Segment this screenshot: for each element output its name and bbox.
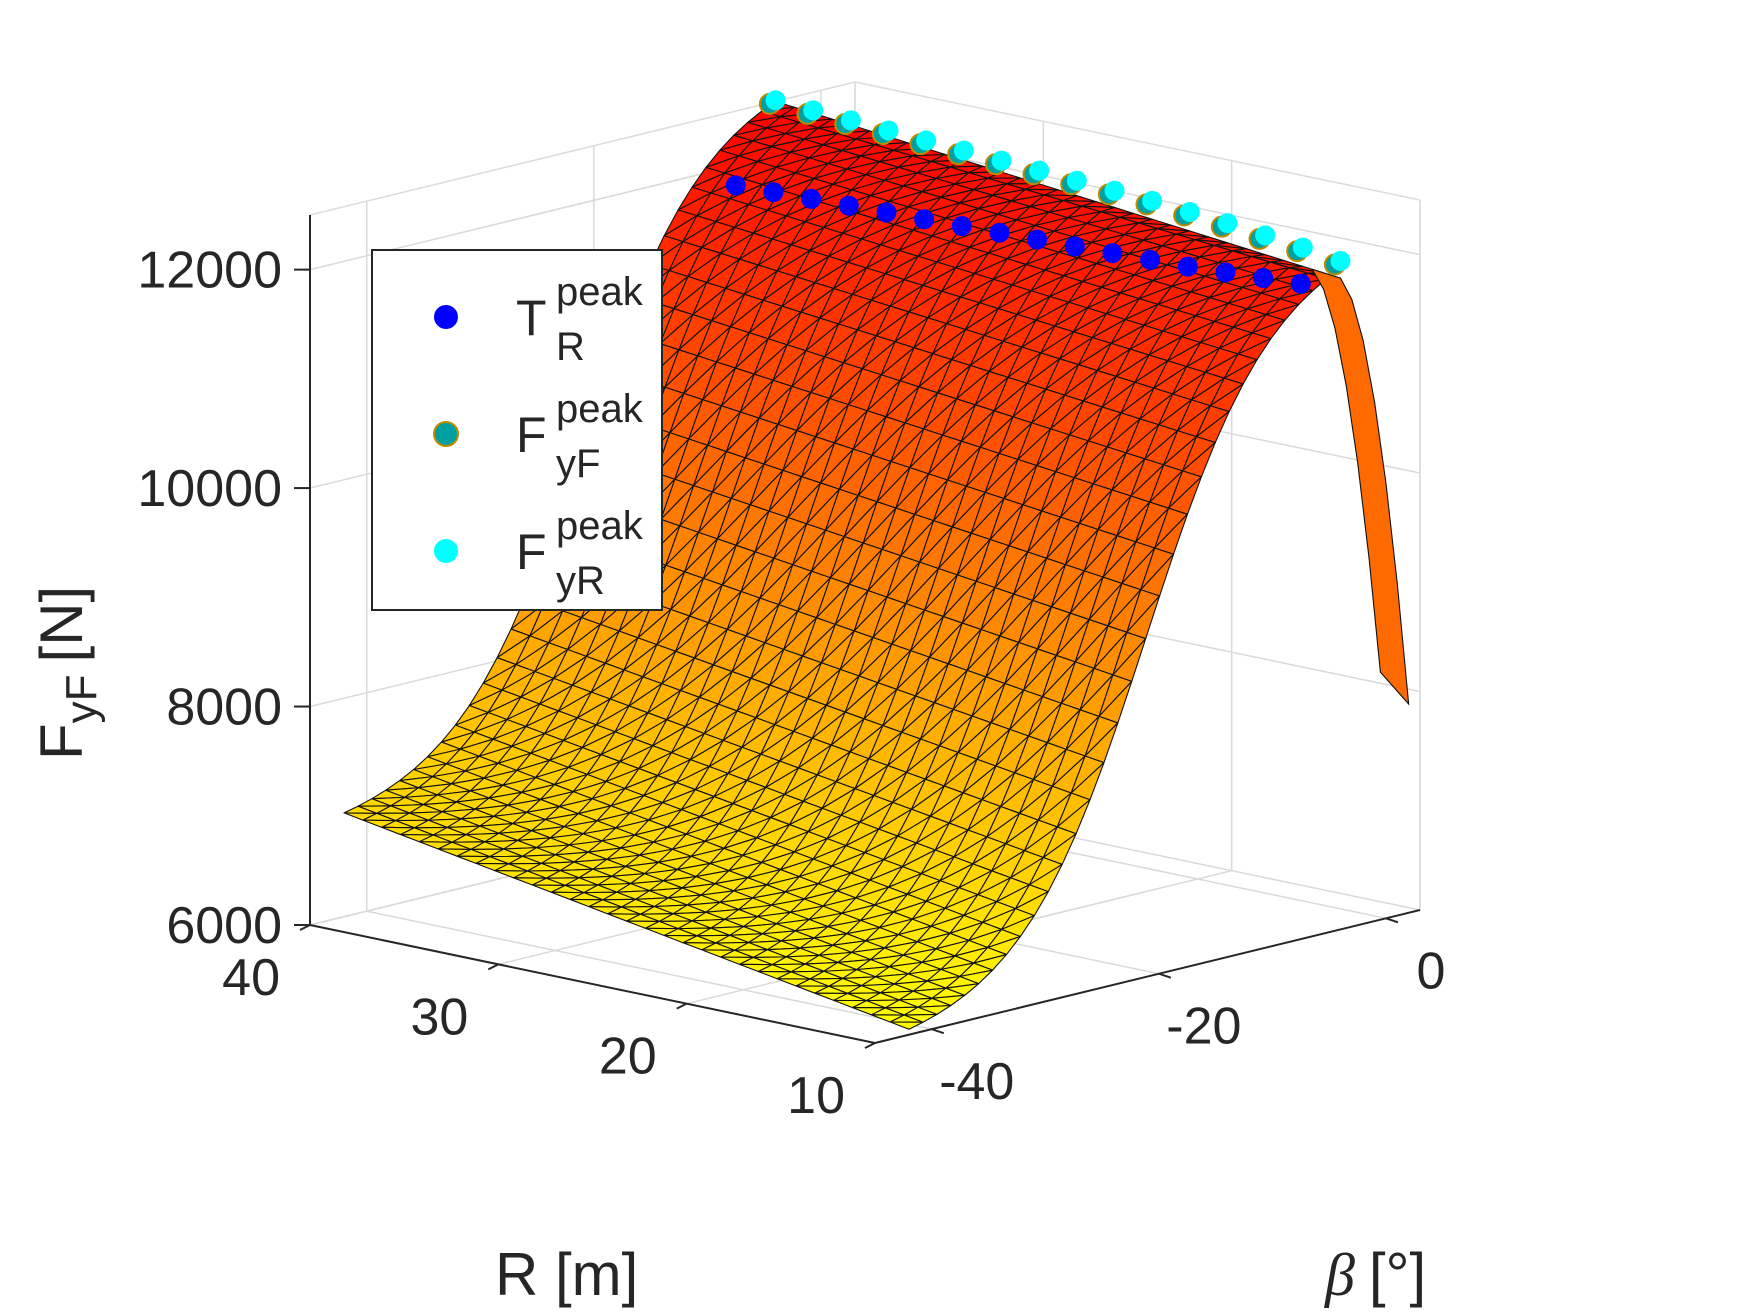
marker-tr-peak <box>1253 268 1274 289</box>
beta-tick <box>1158 972 1172 979</box>
marker-fyr-peak <box>1217 213 1238 234</box>
marker-fyr-peak <box>991 150 1012 171</box>
marker-tr-peak <box>838 195 859 216</box>
marker-fyr-peak <box>1255 225 1276 246</box>
marker-fyr-peak <box>1142 190 1163 211</box>
legend-marker-fyf <box>433 421 459 447</box>
marker-fyr-peak <box>1330 250 1351 271</box>
legend-fyr-sup: peak <box>556 504 644 548</box>
box-top-edge <box>309 81 1421 216</box>
legend-tr-sup: peak <box>556 270 644 314</box>
r-tick <box>299 924 311 931</box>
svg-text:FyF[N]: FyF [N] <box>28 586 106 760</box>
beta-tick <box>931 1028 945 1035</box>
svg-text:T: T <box>516 290 547 346</box>
z-axis-label-sub: yF <box>57 674 106 723</box>
legend-fyf-sup: peak <box>556 387 644 431</box>
marker-tr-peak <box>1140 249 1161 270</box>
r-tick-label: 30 <box>410 988 468 1046</box>
beta-tick <box>1385 917 1399 924</box>
marker-tr-peak <box>989 222 1010 243</box>
marker-tr-peak <box>1215 262 1236 283</box>
r-axis-label: R [m] <box>495 1241 638 1308</box>
r-tick-label: 10 <box>787 1067 845 1125</box>
beta-tick-label: -40 <box>939 1053 1014 1111</box>
z-axis-label-main: F <box>28 723 95 760</box>
legend-box <box>371 249 663 611</box>
r-tick-label: 20 <box>599 1028 657 1086</box>
r-tick-label: 40 <box>222 949 280 1007</box>
r-tick <box>487 963 499 971</box>
legend-fyf-sub: yF <box>556 442 600 486</box>
axes-front <box>309 215 1421 1044</box>
tick-labels: 6000 8000 10000 12000 10 20 30 40 -40 -20 0 <box>137 242 1445 1125</box>
z-axis-label: FyF [N] <box>28 586 106 760</box>
marker-tr-peak <box>1027 229 1048 250</box>
legend-entry-tr: T peak R <box>434 270 644 369</box>
peak-markers <box>725 90 1351 294</box>
marker-fyr-peak <box>803 100 824 121</box>
legend-marker-tr <box>434 305 458 329</box>
marker-fyr-peak <box>953 140 974 161</box>
marker-tr-peak <box>876 202 897 223</box>
marker-fyr-peak <box>840 110 861 131</box>
legend-entry-fyf: F peak yF <box>433 387 644 486</box>
marker-tr-peak <box>801 188 822 209</box>
beta-tick-label: 0 <box>1416 942 1445 1000</box>
marker-tr-peak <box>1064 236 1085 257</box>
legend-tr-main: T <box>516 290 547 346</box>
legend-tr-sub: R <box>556 325 585 369</box>
marker-fyr-peak <box>1066 170 1087 191</box>
z-axis-label-unit: [N] <box>28 586 95 663</box>
z-tick-label: 6000 <box>166 897 282 955</box>
r-tick <box>676 1002 688 1010</box>
beta-tick-label: -20 <box>1166 998 1241 1056</box>
marker-tr-peak <box>1290 273 1311 294</box>
marker-tr-peak <box>951 216 972 237</box>
legend-marker-fyr <box>434 539 458 563</box>
marker-fyr-peak <box>765 90 786 111</box>
z-tick-label: 12000 <box>137 242 282 300</box>
beta-axis-label: β [°] <box>1324 1241 1426 1308</box>
legend-fyr-sub: yR <box>556 559 605 603</box>
marker-tr-peak <box>763 182 784 203</box>
r-tick <box>864 1042 876 1049</box>
z-tick-label: 10000 <box>137 460 282 518</box>
legend-entry-fyr: F peak yR <box>434 504 644 603</box>
beta-gridline <box>366 201 932 1030</box>
marker-fyr-peak <box>1029 160 1050 181</box>
r-axis-line <box>309 924 876 1044</box>
surface-drop-flap <box>1311 268 1410 706</box>
marker-tr-peak <box>914 209 935 230</box>
surface-facet <box>889 1021 924 1030</box>
marker-fyr-peak <box>1104 180 1125 201</box>
beta-axis-symbol: β <box>1324 1242 1355 1308</box>
beta-axis-line <box>874 909 1421 1044</box>
marker-tr-peak <box>1177 256 1198 277</box>
legend: T peak R F peak yF F peak yR <box>371 249 663 611</box>
marker-fyr-peak <box>1292 237 1313 258</box>
marker-fyr-peak <box>878 120 899 141</box>
svg-text:F: F <box>516 524 547 580</box>
marker-fyr-peak <box>1179 201 1200 222</box>
z-tick-label: 8000 <box>166 679 282 737</box>
svg-text:F: F <box>516 407 547 463</box>
legend-fyf-main: F <box>516 407 547 463</box>
legend-fyr-main: F <box>516 524 547 580</box>
marker-tr-peak <box>725 175 746 196</box>
marker-tr-peak <box>1102 243 1123 264</box>
marker-fyr-peak <box>916 130 937 151</box>
beta-axis-unit: [°] <box>1369 1241 1426 1308</box>
